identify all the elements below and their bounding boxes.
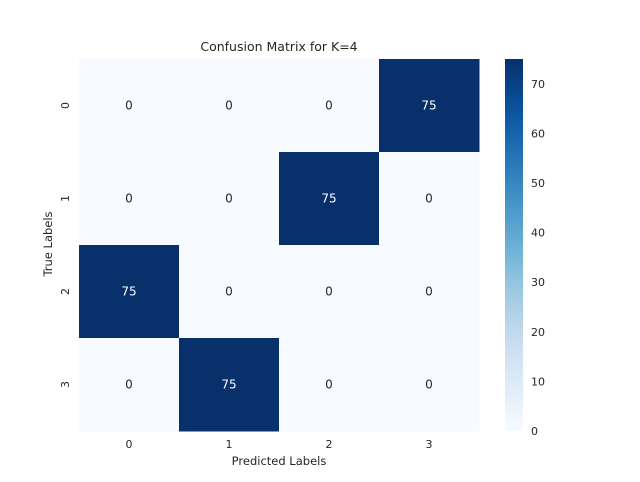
cell-value-3-2: 0 — [325, 378, 333, 392]
heatmap-cell-2-0 — [79, 245, 180, 339]
heatmap-cell-labels: 0 0 0 75 0 0 75 0 75 0 0 0 0 75 0 0 — [121, 99, 436, 392]
heatmap-cell-3-0 — [79, 338, 180, 432]
colorbar-tick-label-0: 0 — [531, 425, 538, 438]
y-axis-ticks: 0 1 2 3 — [59, 102, 72, 388]
colorbar-tick-label-4: 40 — [531, 227, 545, 240]
heatmap-cell-3-3 — [379, 338, 480, 432]
y-tick-label-2: 2 — [59, 288, 72, 295]
y-tick-label-3: 3 — [59, 381, 72, 388]
heatmap-cell-0-2 — [279, 59, 380, 153]
cell-value-1-1: 0 — [225, 192, 233, 206]
chart-title: Confusion Matrix for K=4 — [200, 39, 357, 54]
cell-value-3-0: 0 — [125, 378, 133, 392]
x-axis-label: Predicted Labels — [232, 454, 327, 468]
cell-value-1-3: 0 — [425, 192, 433, 206]
colorbar-tick-label-5: 50 — [531, 177, 545, 190]
cell-value-2-0: 75 — [121, 285, 136, 299]
cell-value-0-0: 0 — [125, 99, 133, 113]
heatmap-cell-3-2 — [279, 338, 380, 432]
x-axis-ticks: 0 1 2 3 — [126, 438, 433, 451]
x-tick-label-2: 2 — [326, 438, 333, 451]
cell-value-2-1: 0 — [225, 285, 233, 299]
colorbar-tick-label-7: 70 — [531, 78, 545, 91]
y-tick-label-1: 1 — [59, 195, 72, 202]
cell-value-0-1: 0 — [225, 99, 233, 113]
heatmap-cell-0-3 — [379, 59, 480, 153]
cell-value-2-3: 0 — [425, 285, 433, 299]
heatmap-cell-2-3 — [379, 245, 480, 339]
heatmap-cell-1-0 — [79, 152, 180, 246]
heatmap-grid — [79, 59, 480, 432]
cell-value-2-2: 0 — [325, 285, 333, 299]
cell-value-0-2: 0 — [325, 99, 333, 113]
colorbar-ticks: 0 10 20 30 40 50 60 70 — [531, 78, 545, 438]
heatmap-cell-3-1 — [179, 338, 280, 432]
x-tick-label-1: 1 — [226, 438, 233, 451]
heatmap-cell-1-1 — [179, 152, 280, 246]
cell-value-3-1: 75 — [221, 378, 236, 392]
cell-value-3-3: 0 — [425, 378, 433, 392]
x-tick-label-3: 3 — [426, 438, 433, 451]
heatmap-cell-0-0 — [79, 59, 180, 153]
colorbar-tick-label-6: 60 — [531, 127, 545, 140]
y-tick-label-0: 0 — [59, 102, 72, 109]
heatmap-cell-1-2 — [279, 152, 380, 246]
heatmap-cell-2-1 — [179, 245, 280, 339]
cell-value-1-2: 75 — [321, 192, 336, 206]
colorbar-tick-label-1: 10 — [531, 375, 545, 388]
x-tick-label-0: 0 — [126, 438, 133, 451]
heatmap-cell-1-3 — [379, 152, 480, 246]
cell-value-0-3: 75 — [421, 99, 436, 113]
colorbar — [505, 59, 523, 431]
y-axis-label: True Labels — [41, 211, 55, 277]
heatmap-cell-2-2 — [279, 245, 380, 339]
cell-value-1-0: 0 — [125, 192, 133, 206]
heatmap-cell-0-1 — [179, 59, 280, 153]
colorbar-tick-label-2: 20 — [531, 326, 545, 339]
colorbar-tick-label-3: 30 — [531, 276, 545, 289]
